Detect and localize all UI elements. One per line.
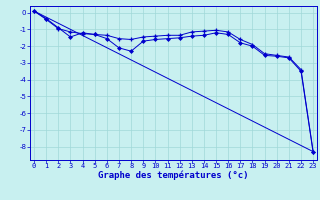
X-axis label: Graphe des températures (°c): Graphe des températures (°c) xyxy=(98,171,249,180)
